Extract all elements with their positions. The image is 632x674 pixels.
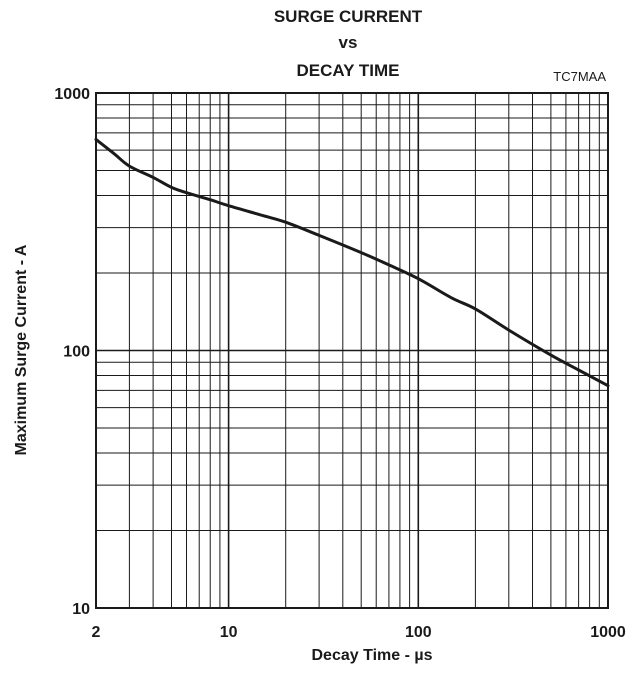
- chart-title-line-2: vs: [339, 33, 358, 52]
- x-tick-label: 1000: [590, 624, 626, 641]
- x-tick-label: 2: [92, 624, 101, 641]
- x-tick-label: 10: [220, 624, 238, 641]
- grid: [95, 92, 609, 609]
- x-axis-label: Decay Time - µs: [312, 647, 433, 664]
- y-tick-label: 10: [72, 601, 90, 618]
- series-layer: [94, 137, 610, 388]
- plot-frame: [95, 92, 609, 609]
- y-axis-label: Maximum Surge Current - A: [13, 244, 30, 455]
- x-tick-label: 100: [405, 624, 432, 641]
- y-tick-label: 100: [63, 344, 90, 361]
- chart-title-line-1: SURGE CURRENT: [274, 7, 423, 26]
- figure-code: TC7MAA: [553, 69, 606, 84]
- series-line: [94, 137, 610, 388]
- chart-title-line-3: DECAY TIME: [297, 61, 400, 80]
- y-tick-label: 1000: [54, 86, 90, 103]
